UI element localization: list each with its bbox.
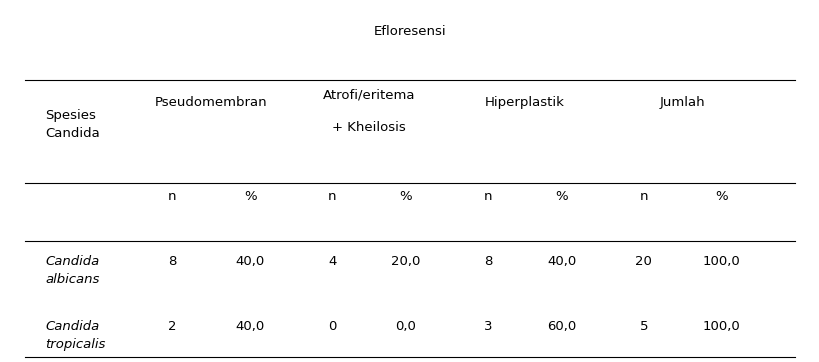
Text: n: n — [328, 190, 336, 203]
Text: Candida
tropicalis: Candida tropicalis — [45, 320, 106, 352]
Text: 40,0: 40,0 — [546, 255, 576, 268]
Text: 0: 0 — [328, 320, 336, 333]
Text: Spesies
Candida: Spesies Candida — [45, 109, 100, 140]
Text: 100,0: 100,0 — [702, 320, 740, 333]
Text: 100,0: 100,0 — [702, 255, 740, 268]
Text: Candida
albicans: Candida albicans — [45, 255, 99, 286]
Text: n: n — [639, 190, 647, 203]
Text: 8: 8 — [483, 255, 491, 268]
Text: %: % — [714, 190, 727, 203]
Text: Pseudomembran: Pseudomembran — [155, 96, 267, 109]
Text: 40,0: 40,0 — [235, 320, 265, 333]
Text: 60,0: 60,0 — [546, 320, 576, 333]
Text: 0,0: 0,0 — [395, 320, 416, 333]
Text: %: % — [399, 190, 412, 203]
Text: %: % — [243, 190, 256, 203]
Text: 2: 2 — [168, 320, 176, 333]
Text: + Kheilosis: + Kheilosis — [332, 121, 405, 134]
Text: 4: 4 — [328, 255, 336, 268]
Text: Atrofi/eritema: Atrofi/eritema — [323, 89, 414, 102]
Text: 5: 5 — [639, 320, 647, 333]
Text: 3: 3 — [483, 320, 491, 333]
Text: Jumlah: Jumlah — [659, 96, 704, 109]
Text: 8: 8 — [168, 255, 176, 268]
Text: Efloresensi: Efloresensi — [373, 25, 446, 38]
Text: 20,0: 20,0 — [391, 255, 420, 268]
Text: n: n — [168, 190, 176, 203]
Text: 40,0: 40,0 — [235, 255, 265, 268]
Text: Hiperplastik: Hiperplastik — [484, 96, 564, 109]
Text: %: % — [554, 190, 568, 203]
Text: n: n — [483, 190, 491, 203]
Text: 20: 20 — [635, 255, 651, 268]
